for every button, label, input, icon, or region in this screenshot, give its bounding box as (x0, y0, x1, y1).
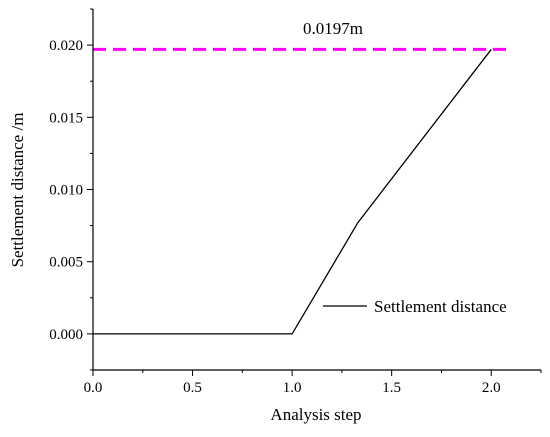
x-axis-title: Analysis step (270, 405, 361, 424)
reference-line-label: 0.0197m (303, 19, 363, 38)
y-tick-label: 0.010 (49, 183, 83, 199)
x-tick-label: 0.5 (183, 380, 202, 396)
legend: Settlement distance (323, 297, 507, 316)
series-line-settlement (93, 49, 492, 335)
x-tick-label: 0.0 (84, 380, 103, 396)
legend-label: Settlement distance (374, 297, 507, 316)
x-tick-label: 1.5 (382, 380, 401, 396)
y-tick-label: 0.020 (49, 38, 83, 54)
x-tick-label: 1.0 (283, 380, 302, 396)
y-tick-label: 0.000 (49, 327, 83, 343)
y-tick-label: 0.015 (49, 110, 83, 126)
y-tick-label: 0.005 (49, 255, 83, 271)
y-axis-title: Settlement distance /m (8, 113, 27, 268)
x-tick-label: 2.0 (482, 380, 501, 396)
